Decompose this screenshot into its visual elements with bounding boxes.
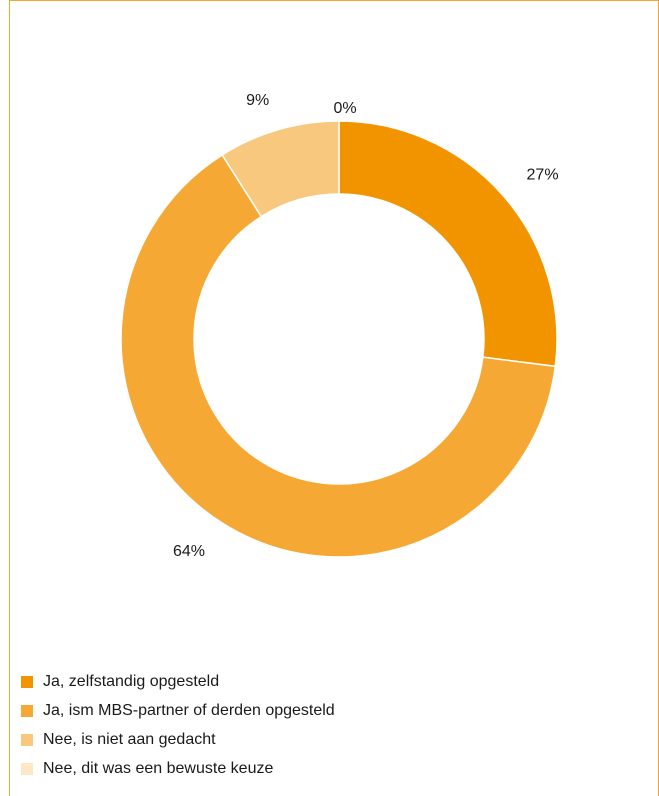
donut-labels: 27% 64% 9% 0% xyxy=(173,92,559,560)
legend-item-4: Nee, dit was een bewuste keuze xyxy=(21,759,335,779)
legend-label-1: Ja, zelfstandig opgesteld xyxy=(43,673,220,690)
legend-label-2: Ja, ism MBS-partner of derden opgesteld xyxy=(43,702,335,719)
legend-item-3: Nee, is niet aan gedacht xyxy=(21,730,335,750)
legend-swatch-3 xyxy=(21,734,33,746)
donut-slice-2 xyxy=(120,153,557,558)
slice-label-4: 0% xyxy=(333,100,356,117)
donut-slice-3 xyxy=(221,120,340,218)
legend-label-4: Nee, dit was een bewuste keuze xyxy=(43,760,274,777)
legend-item-2: Ja, ism MBS-partner of derden opgesteld xyxy=(21,701,335,721)
donut-slice-1 xyxy=(338,120,558,368)
legend-swatch-2 xyxy=(21,705,33,717)
legend-swatch-4 xyxy=(21,763,33,775)
legend-item-1: Ja, zelfstandig opgesteld xyxy=(21,672,335,692)
slice-label-1: 27% xyxy=(527,167,559,184)
slice-label-2: 64% xyxy=(173,543,205,560)
legend-label-3: Nee, is niet aan gedacht xyxy=(43,731,216,748)
chart-legend: Ja, zelfstandig opgesteld Ja, ism MBS-par… xyxy=(21,672,335,788)
donut-slices xyxy=(120,120,558,558)
legend-swatch-1 xyxy=(21,676,33,688)
slice-label-3: 9% xyxy=(246,92,269,109)
